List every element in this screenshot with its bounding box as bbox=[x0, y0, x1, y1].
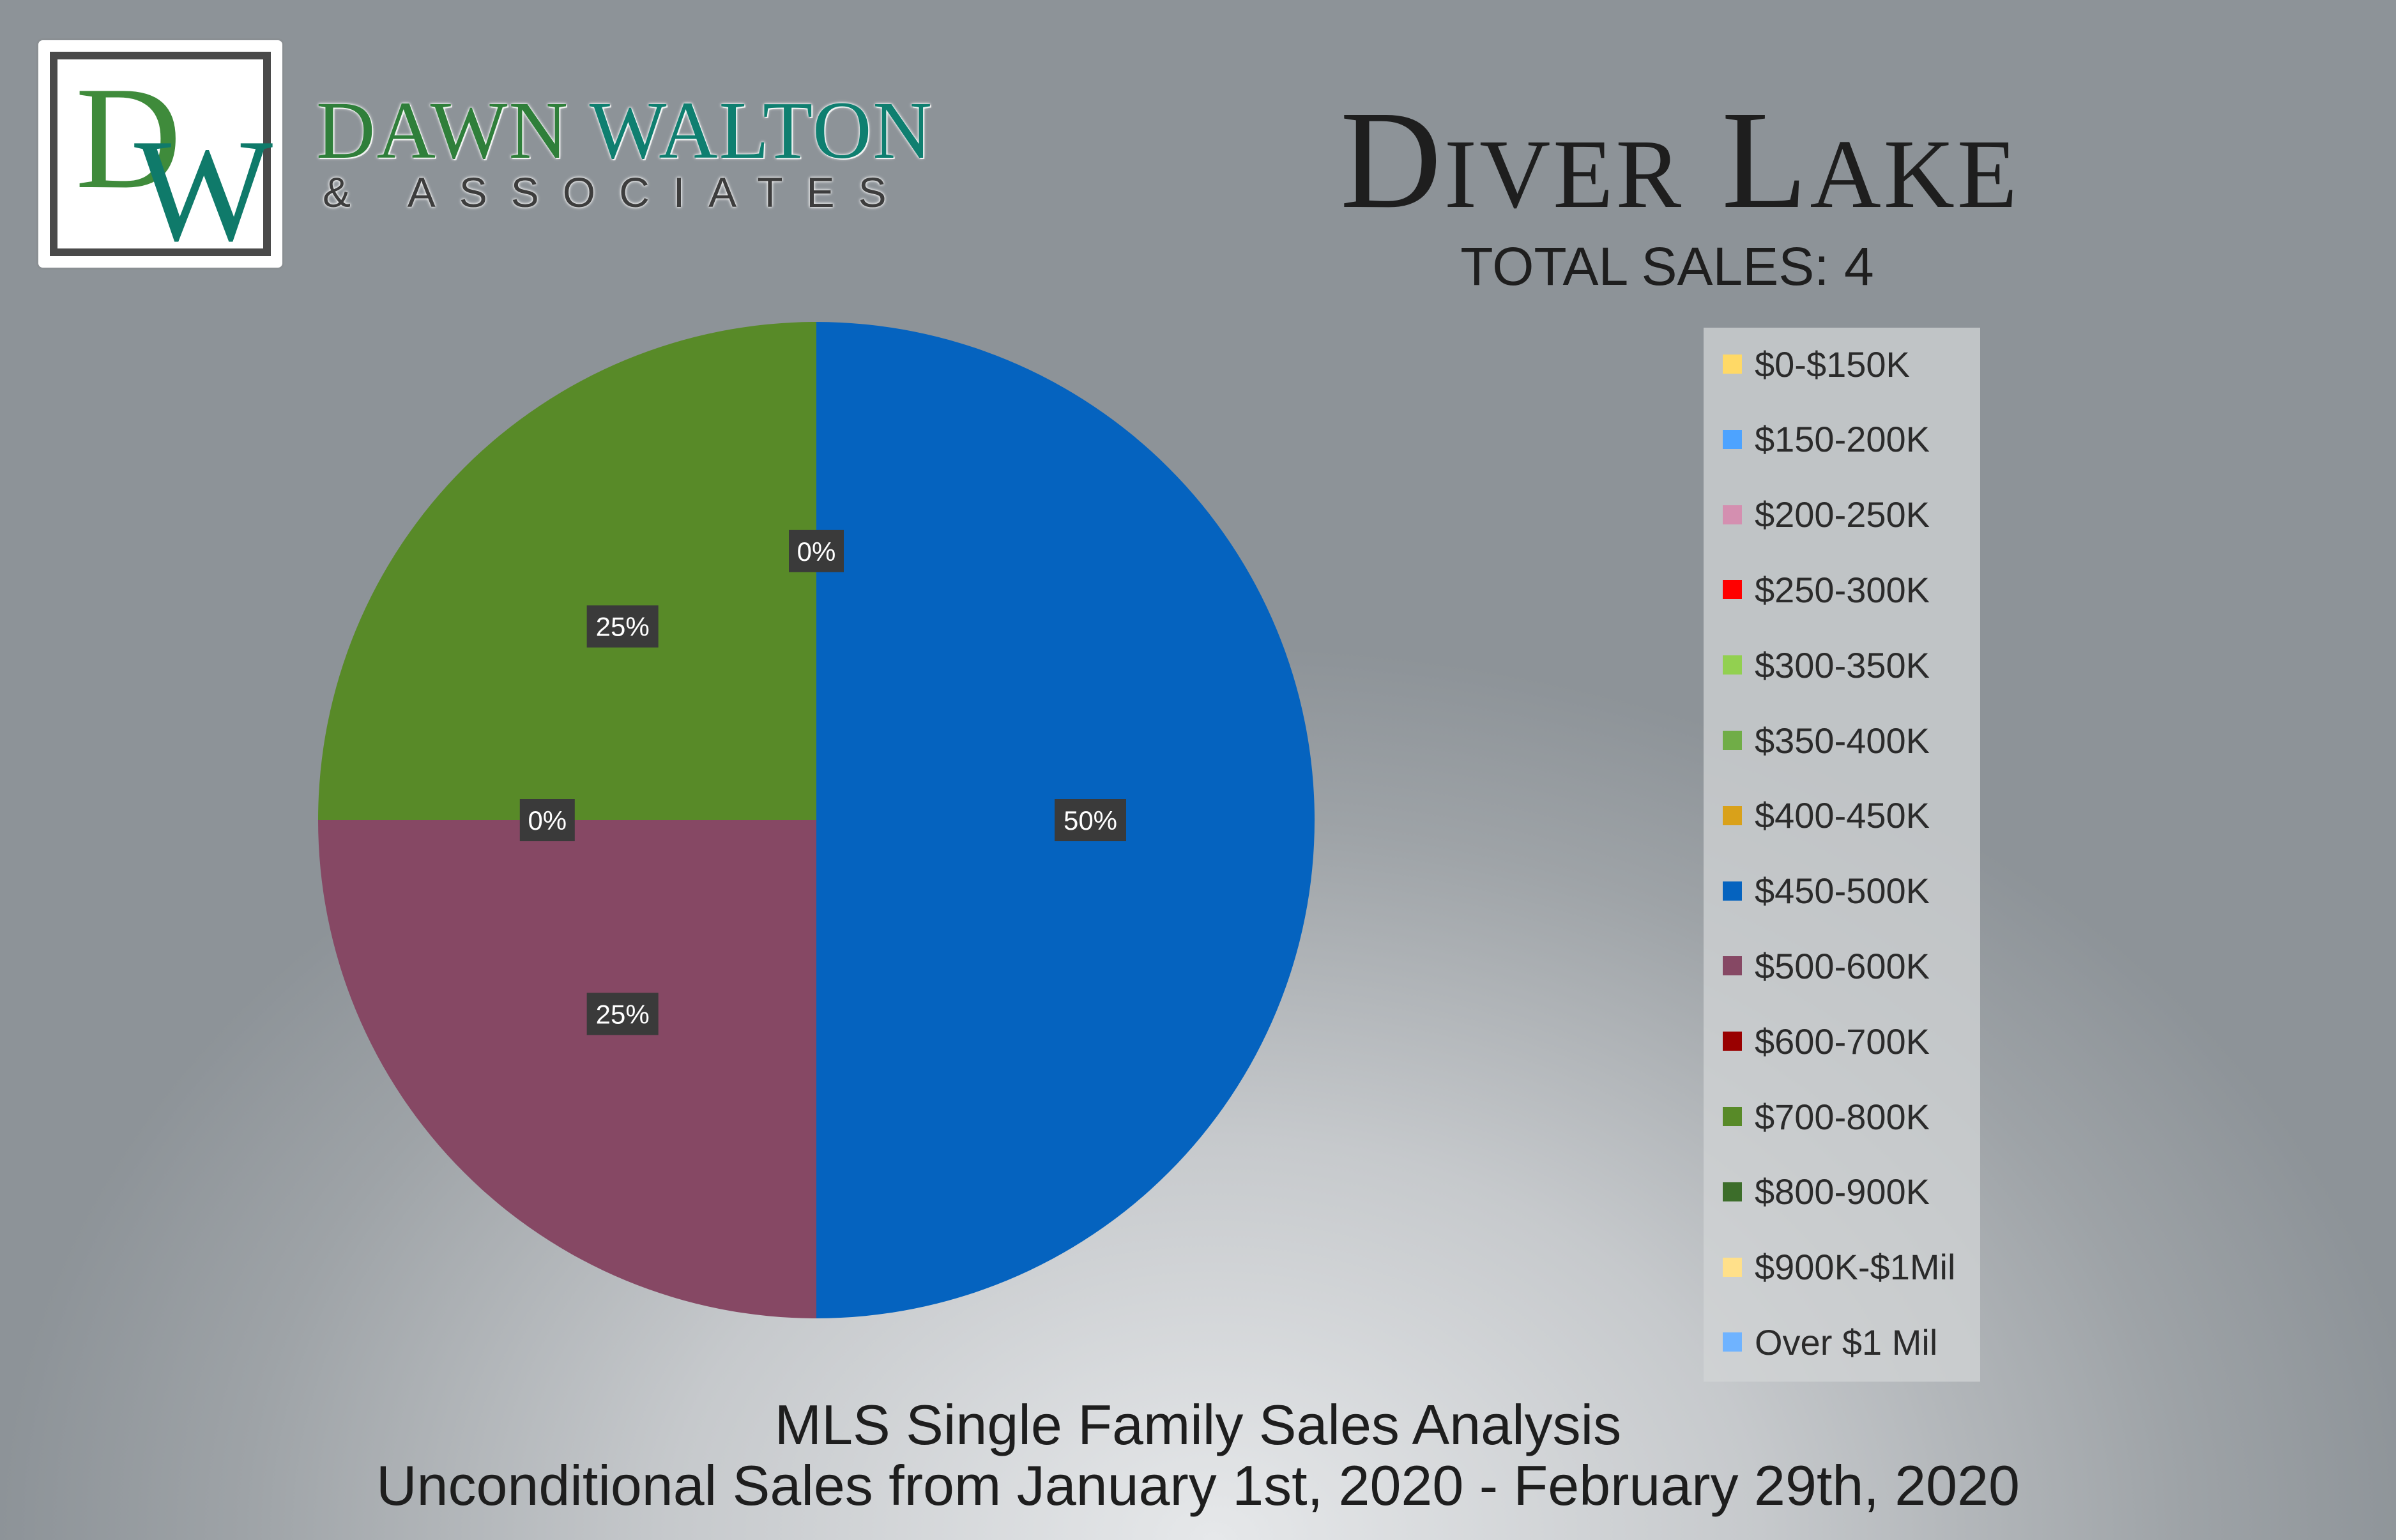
legend-swatch bbox=[1723, 1032, 1742, 1051]
logo: D W bbox=[36, 38, 284, 270]
data-label-text: 0% bbox=[797, 537, 836, 567]
logo-letter-w: W bbox=[134, 109, 273, 271]
legend-item-250-300k: $250-300K bbox=[1723, 564, 1930, 615]
legend-swatch bbox=[1723, 655, 1742, 675]
data-label-text: 0% bbox=[528, 805, 567, 835]
legend-item-150-200k: $150-200K bbox=[1723, 414, 1930, 465]
legend-item-800-900k: $800-900K bbox=[1723, 1166, 1930, 1217]
logo-frame: D W bbox=[50, 52, 273, 264]
brand-subline: & ASSOCIATES bbox=[323, 169, 910, 216]
data-label-700-800k: 25% bbox=[586, 605, 659, 648]
legend-swatch bbox=[1723, 731, 1742, 750]
legend-label: $600-700K bbox=[1755, 1021, 1930, 1062]
legend-item-400-450k: $400-450K bbox=[1723, 790, 1930, 841]
legend-label: $900K-$1Mil bbox=[1755, 1247, 1956, 1288]
data-label-text: 50% bbox=[1064, 805, 1117, 835]
data-label-box bbox=[586, 605, 659, 648]
legend-swatch bbox=[1723, 1107, 1742, 1126]
legend-label: $150-200K bbox=[1755, 419, 1930, 460]
legend-item-350-400k: $350-400K bbox=[1723, 715, 1930, 766]
logo-monogram: D W bbox=[57, 56, 273, 264]
data-label-box bbox=[789, 530, 844, 572]
legend-label: $250-300K bbox=[1755, 569, 1930, 610]
pie-slice-500-600k bbox=[318, 820, 816, 1318]
legend-label: $400-450K bbox=[1755, 795, 1930, 836]
logo-letter-d: D bbox=[75, 56, 182, 219]
data-label-800-900k: 0% bbox=[789, 530, 844, 572]
data-label-500-600k: 25% bbox=[586, 993, 659, 1035]
legend-item-over-1-mil: Over $1 Mil bbox=[1723, 1316, 1937, 1368]
legend-label: $300-350K bbox=[1755, 644, 1930, 685]
legend-swatch bbox=[1723, 1332, 1742, 1352]
legend-label: $700-800K bbox=[1755, 1096, 1930, 1137]
legend-swatch bbox=[1723, 1182, 1742, 1201]
legend-swatch bbox=[1723, 956, 1742, 976]
legend-label: $450-500K bbox=[1755, 871, 1930, 911]
legend-label: $800-900K bbox=[1755, 1171, 1930, 1212]
pie-data-labels: 50% 25% 0% 25% 0% bbox=[519, 530, 1126, 1035]
chart-legend: $0-$150K $150-200K $200-250K $250-300K $300-… bbox=[1704, 328, 1980, 1382]
brand-name-part1: DAWN bbox=[316, 85, 590, 176]
legend-swatch bbox=[1723, 580, 1742, 600]
legend-item-700-800k: $700-800K bbox=[1723, 1091, 1930, 1142]
legend-swatch bbox=[1723, 429, 1742, 449]
legend-swatch bbox=[1723, 355, 1742, 374]
legend-item-600-700k: $600-700K bbox=[1723, 1016, 1930, 1067]
legend-item-200-250k: $200-250K bbox=[1723, 489, 1930, 540]
pie-slices bbox=[318, 322, 1315, 1318]
legend-swatch bbox=[1723, 805, 1742, 825]
legend-label: Over $1 Mil bbox=[1755, 1322, 1938, 1362]
data-label-box bbox=[519, 799, 575, 841]
legend-swatch bbox=[1723, 505, 1742, 524]
legend-label: $0-$150K bbox=[1755, 344, 1910, 385]
legend-swatch bbox=[1723, 881, 1742, 901]
data-label-text: 25% bbox=[596, 612, 650, 642]
legend-item-450-500k: $450-500K bbox=[1723, 865, 1930, 917]
data-label-600-700k: 0% bbox=[519, 799, 575, 841]
legend-item-900k-1mil: $900K-$1Mil bbox=[1723, 1242, 1955, 1293]
legend-label: $350-400K bbox=[1755, 720, 1930, 761]
legend-swatch bbox=[1723, 1257, 1742, 1277]
brand-name: DAWN WALTON bbox=[316, 89, 933, 171]
legend-item-300-350k: $300-350K bbox=[1723, 639, 1930, 690]
data-label-box bbox=[1055, 799, 1126, 841]
footer-line-2: Unconditional Sales from January 1st, 20… bbox=[376, 1454, 2020, 1517]
legend-item-500-600k: $500-600K bbox=[1723, 940, 1930, 991]
total-sales: TOTAL SALES: 4 bbox=[1460, 236, 1874, 296]
legend-label: $200-250K bbox=[1755, 494, 1930, 535]
footer-line-1: MLS Single Family Sales Analysis bbox=[774, 1393, 1622, 1456]
data-label-box bbox=[586, 993, 659, 1035]
legend-label: $500-600K bbox=[1755, 945, 1930, 986]
pie-slice-700-800k bbox=[318, 322, 816, 820]
legend-item-0-150k: $0-$150K bbox=[1723, 339, 1910, 390]
data-label-450-500k: 50% bbox=[1055, 799, 1126, 841]
data-label-text: 25% bbox=[596, 999, 650, 1029]
chart-title: Diver Lake bbox=[1339, 82, 2020, 238]
brand-name-part2: WALTON bbox=[589, 85, 933, 176]
